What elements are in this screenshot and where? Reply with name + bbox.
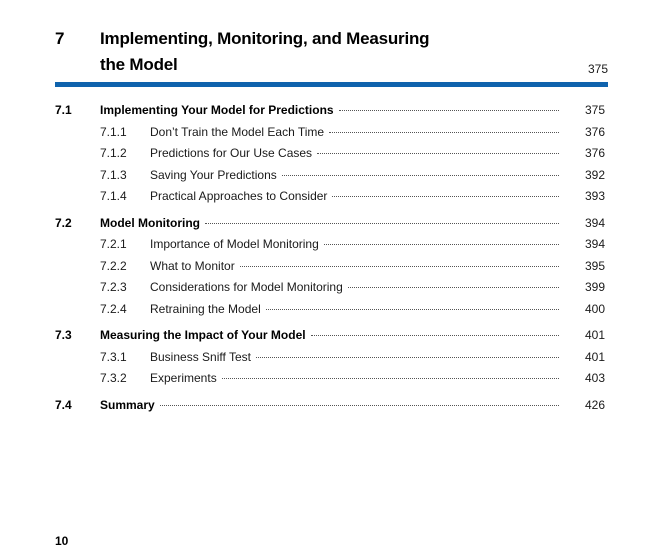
toc-entry-title: Model Monitoring — [100, 215, 200, 230]
toc-entry-title: Don’t Train the Model Each Time — [150, 124, 325, 139]
dot-leader — [255, 356, 559, 358]
dot-leader — [332, 196, 559, 197]
chapter-title: Implementing, Monitoring, and Measuring … — [100, 29, 430, 74]
toc-row[interactable]: 7.2.4 Retraining the Model 400 — [55, 302, 605, 324]
toc-row[interactable]: 7.1.1 Don’t Train the Model Each Time 376 — [55, 125, 605, 147]
toc-entry-title: Implementing Your Model for Predictions — [100, 103, 334, 117]
toc-entry-page: 401 — [584, 349, 605, 364]
toc-entry-number: 7.4 — [55, 397, 72, 412]
toc-row[interactable]: 7.2.1 Importance of Model Monitoring 394 — [55, 237, 605, 259]
dot-leader — [281, 174, 559, 176]
toc-entry-number: 7.2 — [55, 215, 72, 230]
toc-row[interactable]: 7.2.3 Considerations for Model Monitoring… — [55, 280, 605, 302]
dot-leader — [310, 335, 559, 336]
toc-entry-page: 376 — [584, 124, 605, 139]
toc-entry-page: 394 — [584, 215, 605, 230]
toc-entry-number: 7.1.2 — [100, 146, 127, 160]
toc-row[interactable]: 7.1.4 Practical Approaches to Consider 393 — [55, 189, 605, 211]
dot-leader — [317, 153, 559, 154]
toc-entry-number: 7.2.4 — [100, 301, 127, 316]
toc-entry-title: Saving Your Predictions — [150, 167, 277, 182]
dot-leader — [159, 404, 559, 406]
toc-entry-title: Considerations for Model Monitoring — [150, 280, 343, 294]
toc-entry-page: 393 — [584, 189, 605, 203]
toc-row[interactable]: 7.2 Model Monitoring 394 — [55, 216, 605, 238]
footer-page-number: 10 — [55, 534, 69, 548]
toc-row[interactable]: 7.3.1 Business Sniff Test 401 — [55, 350, 605, 372]
toc-entry-number: 7.2.2 — [100, 258, 127, 273]
toc-entry-number: 7.2.1 — [100, 237, 127, 251]
toc-entry-title: Measuring the Impact of Your Model — [100, 328, 306, 342]
dot-leader — [323, 244, 559, 245]
toc-entry-page: 375 — [584, 103, 605, 117]
toc-row[interactable]: 7.2.2 What to Monitor 395 — [55, 259, 605, 281]
toc-entry-number: 7.1.3 — [100, 167, 127, 182]
toc-entry-page: 376 — [584, 146, 605, 160]
toc-entry-title: Experiments — [150, 371, 217, 385]
toc-entry-number: 7.2.3 — [100, 280, 127, 294]
dot-leader — [239, 265, 559, 267]
toc-entry-number: 7.3.1 — [100, 349, 127, 364]
toc-row[interactable]: 7.1 Implementing Your Model for Predictio… — [55, 103, 605, 125]
toc-entry-number: 7.1.4 — [100, 189, 127, 203]
chapter-title-row: 7 Implementing, Monitoring, and Measurin… — [55, 26, 608, 78]
toc-entry-page: 400 — [584, 301, 605, 316]
toc-row[interactable]: 7.1.2 Predictions for Our Use Cases 376 — [55, 146, 605, 168]
toc-entry-number: 7.3.2 — [100, 371, 127, 385]
toc-entry-page: 401 — [584, 328, 605, 342]
dot-leader — [221, 378, 559, 379]
toc-entry-page: 426 — [584, 397, 605, 412]
toc-entry-title: Predictions for Our Use Cases — [150, 146, 313, 160]
header-rule — [55, 82, 608, 87]
dot-leader — [265, 308, 559, 310]
toc-row[interactable]: 7.3 Measuring the Impact of Your Model 401 — [55, 328, 605, 350]
toc-entry-title: Summary — [100, 397, 155, 412]
dot-leader — [338, 110, 559, 111]
toc-entry-title: Business Sniff Test — [150, 349, 251, 364]
toc-row[interactable]: 7.1.3 Saving Your Predictions 392 — [55, 168, 605, 190]
chapter-number: 7 — [55, 29, 65, 48]
toc-entry-number: 7.3 — [55, 328, 72, 342]
toc-entry-page: 395 — [584, 258, 605, 273]
chapter-header: 7 Implementing, Monitoring, and Measurin… — [55, 26, 608, 87]
dot-leader — [347, 287, 559, 288]
toc-entry-title: Importance of Model Monitoring — [150, 237, 319, 251]
toc-row[interactable]: 7.4 Summary 426 — [55, 398, 605, 420]
toc-entry-page: 403 — [584, 371, 605, 385]
toc-entry-page: 394 — [584, 237, 605, 251]
toc-list: 7.1 Implementing Your Model for Predictio… — [55, 103, 605, 419]
toc-entry-number: 7.1.1 — [100, 124, 127, 139]
toc-entry-title: What to Monitor — [150, 258, 235, 273]
toc-entry-number: 7.1 — [55, 103, 72, 117]
toc-entry-page: 392 — [584, 167, 605, 182]
dot-leader — [329, 131, 559, 133]
toc-entry-page: 399 — [584, 280, 605, 294]
dot-leader — [204, 222, 559, 224]
toc-row[interactable]: 7.3.2 Experiments 403 — [55, 371, 605, 393]
toc-entry-title: Practical Approaches to Consider — [150, 189, 328, 203]
toc-entry-title: Retraining the Model — [150, 301, 261, 316]
chapter-start-page: 375 — [587, 62, 608, 76]
